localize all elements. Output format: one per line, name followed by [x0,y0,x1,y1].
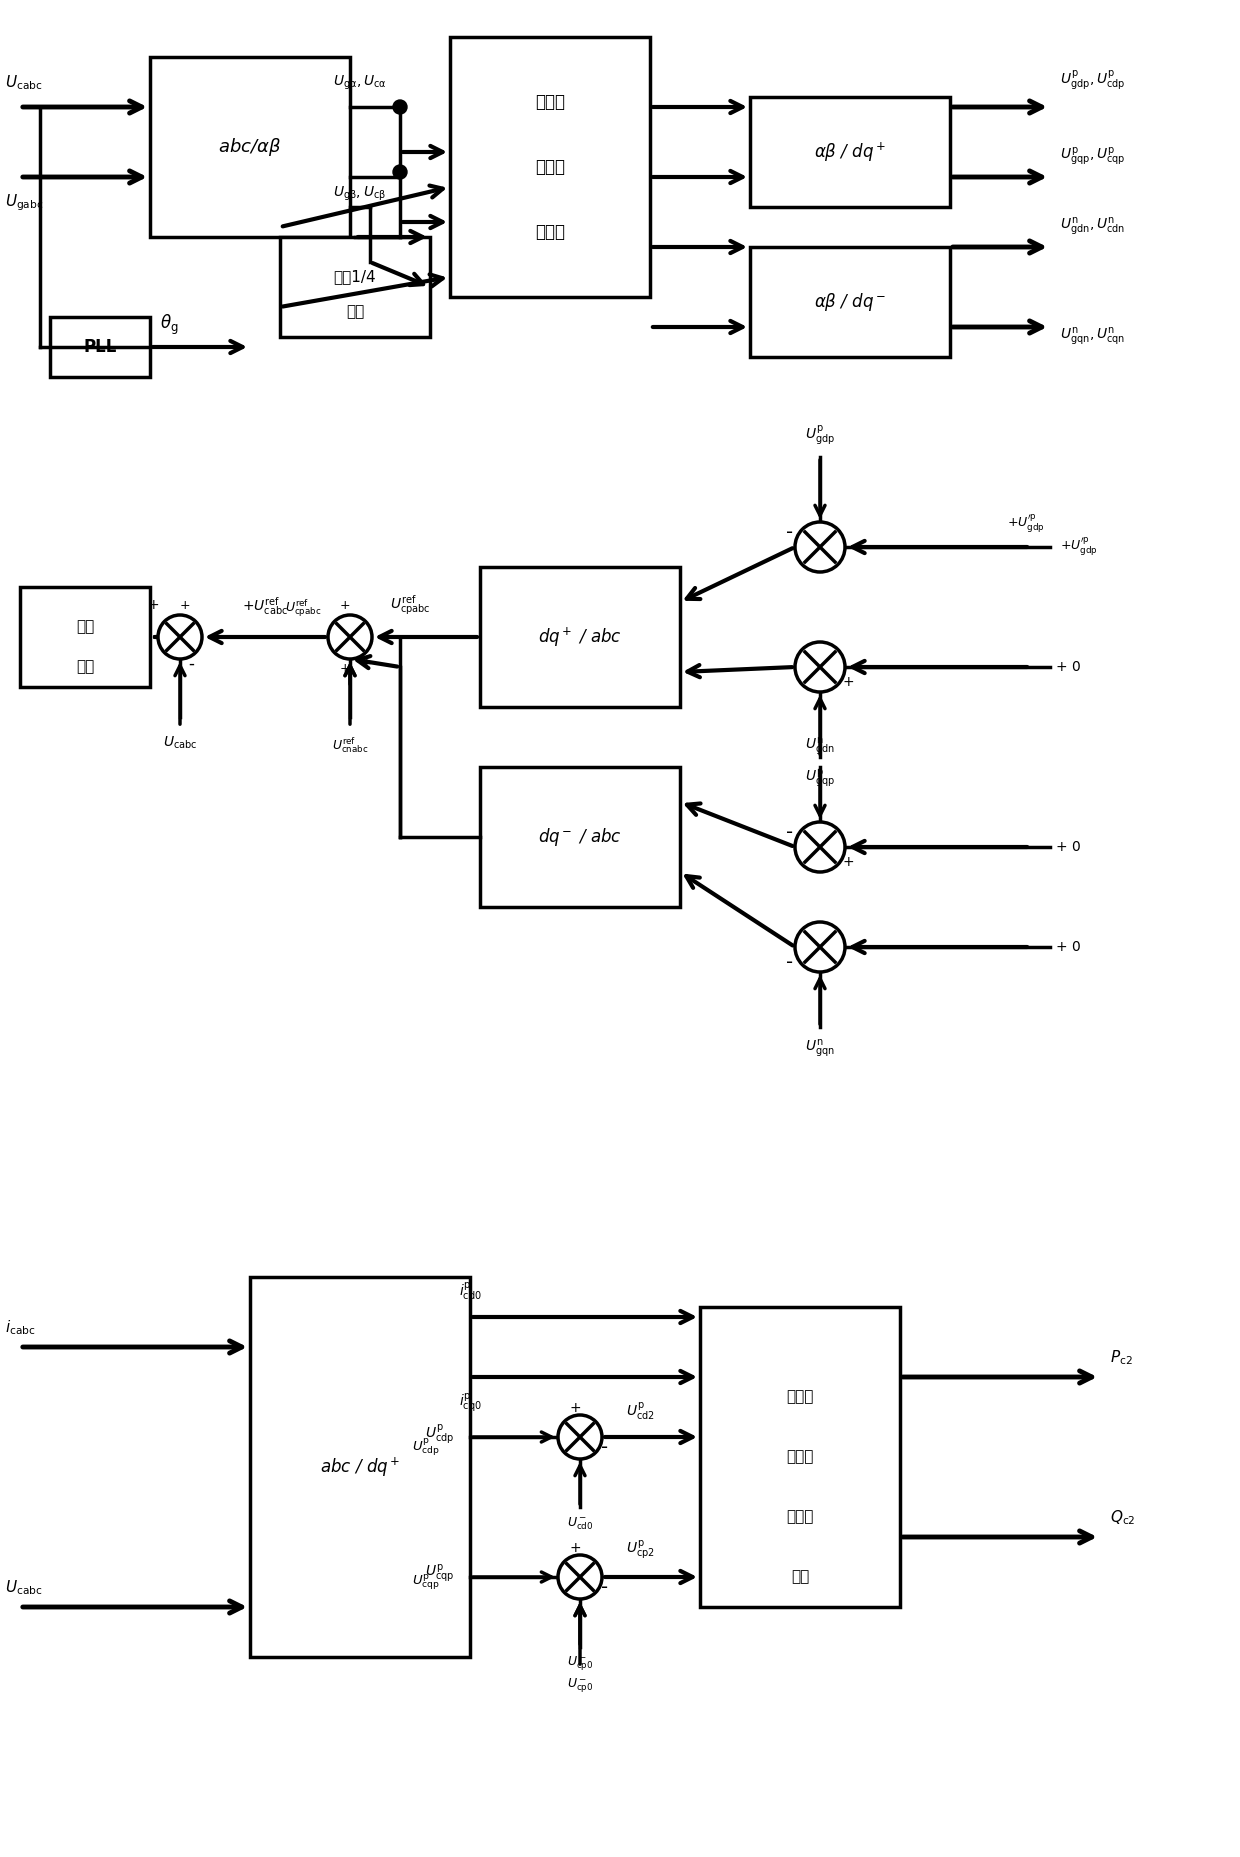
Text: $U_{\rm cd2}^{\rm p}$: $U_{\rm cd2}^{\rm p}$ [625,1400,655,1422]
FancyBboxPatch shape [750,247,950,357]
Text: $U_{\rm cp0}^-$: $U_{\rm cp0}^-$ [567,1677,593,1695]
FancyBboxPatch shape [701,1307,900,1606]
Text: $U_{\rm cabc}$: $U_{\rm cabc}$ [162,735,197,752]
Text: $U_{\rm cpabc}^{\rm ref}$: $U_{\rm cpabc}^{\rm ref}$ [285,598,322,618]
Circle shape [393,100,407,113]
FancyBboxPatch shape [250,1278,470,1656]
Text: $U_{\rm gdn}^{\rm n}$: $U_{\rm gdn}^{\rm n}$ [805,735,835,758]
FancyBboxPatch shape [50,318,150,377]
Text: $\alpha\beta$ / dq$^+$: $\alpha\beta$ / dq$^+$ [815,141,885,163]
Circle shape [157,615,202,659]
Text: 量计算: 量计算 [786,1510,813,1525]
Text: $Q_{\rm c2}$: $Q_{\rm c2}$ [1110,1508,1136,1526]
Text: 功率二: 功率二 [786,1389,813,1404]
Text: $U_{\rm gqp}^{\rm p}, U_{\rm cqp}^{\rm p}$: $U_{\rm gqp}^{\rm p}, U_{\rm cqp}^{\rm p… [1060,145,1126,167]
Circle shape [393,165,407,178]
Text: -: - [601,1437,609,1456]
Text: abc/$\alpha\beta$: abc/$\alpha\beta$ [218,136,281,158]
Text: +: + [148,598,159,613]
Text: $U_{\rm cpabc}^{\rm ref}$: $U_{\rm cpabc}^{\rm ref}$ [389,592,430,617]
Text: $i_{\rm cabc}$: $i_{\rm cabc}$ [5,1318,36,1337]
Text: dq$^+$ / abc: dq$^+$ / abc [538,626,622,648]
Text: dq$^-$ / abc: dq$^-$ / abc [538,826,622,849]
Text: $U_{\rm cabc}$: $U_{\rm cabc}$ [5,1578,42,1597]
Text: $i_{\rm cq0}^{\rm p}$: $i_{\rm cq0}^{\rm p}$ [459,1393,481,1415]
Text: $\theta_{\rm g}$: $\theta_{\rm g}$ [160,312,179,336]
Text: 延迟1/4: 延迟1/4 [334,269,376,284]
Text: $P_{\rm c2}$: $P_{\rm c2}$ [1110,1348,1132,1367]
Text: +: + [569,1400,580,1415]
Text: 比较: 比较 [76,659,94,674]
Text: 分量分: 分量分 [534,158,565,176]
Text: 正负序: 正负序 [534,93,565,111]
Circle shape [558,1415,601,1460]
Text: $U_{\rm cp2}^{\rm p}$: $U_{\rm cp2}^{\rm p}$ [625,1539,655,1562]
Text: $+U_{\rm gdp}^{\prime\rm p}$: $+U_{\rm gdp}^{\prime\rm p}$ [1060,537,1097,559]
Circle shape [795,921,844,971]
Text: +: + [340,661,351,674]
Text: $U_{\rm cdp}^{\rm p}$: $U_{\rm cdp}^{\rm p}$ [425,1422,455,1447]
Text: 离模块: 离模块 [534,223,565,241]
FancyBboxPatch shape [280,238,430,336]
Text: +: + [360,657,372,670]
Text: 滞环: 滞环 [76,620,94,635]
Text: $U_{\rm g\beta}, U_{\rm c\beta}$: $U_{\rm g\beta}, U_{\rm c\beta}$ [334,186,387,202]
Circle shape [558,1554,601,1599]
Text: 模块: 模块 [791,1569,810,1584]
Text: +: + [569,1541,580,1554]
Text: $U_{\rm cd0}^-$: $U_{\rm cd0}^-$ [567,1515,593,1532]
FancyBboxPatch shape [450,37,650,297]
Text: +: + [842,854,854,869]
Text: $U_{\rm gdp}^{\rm p}$: $U_{\rm gdp}^{\rm p}$ [805,423,835,448]
Text: -: - [188,656,193,672]
Text: abc / dq$^+$: abc / dq$^+$ [320,1456,401,1478]
Text: $U_{\rm gqp}^{\rm p}$: $U_{\rm gqp}^{\rm p}$ [805,767,835,789]
FancyBboxPatch shape [480,767,680,906]
Text: $\alpha\beta$ / dq$^-$: $\alpha\beta$ / dq$^-$ [815,292,885,314]
Text: $U_{\rm cnabc}^{\rm ref}$: $U_{\rm cnabc}^{\rm ref}$ [331,735,368,754]
Text: PLL: PLL [83,338,117,357]
Text: +: + [180,600,190,613]
Circle shape [795,522,844,572]
Text: $+$ 0: $+$ 0 [1055,940,1081,954]
Text: $+U_{\rm cabc}^{\rm ref}$: $+U_{\rm cabc}^{\rm ref}$ [242,594,288,617]
Text: $U_{\rm gdn}^{\rm n}, U_{\rm cdn}^{\rm n}$: $U_{\rm gdn}^{\rm n}, U_{\rm cdn}^{\rm n… [1060,215,1125,238]
Text: $U_{\rm gabc}$: $U_{\rm gabc}$ [5,191,43,212]
Text: 倍频分: 倍频分 [786,1450,813,1465]
Text: +: + [340,600,351,613]
Text: -: - [786,823,794,841]
Text: $U_{\rm gdp}^{\rm p}, U_{\rm cdp}^{\rm p}$: $U_{\rm gdp}^{\rm p}, U_{\rm cdp}^{\rm p… [1060,69,1126,93]
FancyBboxPatch shape [20,587,150,687]
FancyBboxPatch shape [750,97,950,206]
Text: -: - [786,953,794,971]
Text: -: - [786,522,794,542]
Text: $U_{\rm cdp}^{\rm p}$: $U_{\rm cdp}^{\rm p}$ [412,1435,440,1458]
Text: $i_{\rm cd0}^{\rm p}$: $i_{\rm cd0}^{\rm p}$ [459,1279,481,1302]
Text: $+$ 0: $+$ 0 [1055,839,1081,854]
Text: -: - [601,1577,609,1597]
Text: +: + [362,635,373,648]
Text: $U_{\rm gqn}^{\rm n}, U_{\rm cqn}^{\rm n}$: $U_{\rm gqn}^{\rm n}, U_{\rm cqn}^{\rm n… [1060,325,1125,347]
FancyBboxPatch shape [480,566,680,708]
Text: $U_{\rm cp0}^-$: $U_{\rm cp0}^-$ [567,1655,593,1673]
Text: 周期: 周期 [346,305,365,319]
Text: $+U_{\rm gdp}^{\prime\rm p}$: $+U_{\rm gdp}^{\prime\rm p}$ [1007,513,1045,535]
Text: $U_{\rm cabc}$: $U_{\rm cabc}$ [5,72,42,93]
Text: $U_{\rm g\alpha}, U_{\rm c\alpha}$: $U_{\rm g\alpha}, U_{\rm c\alpha}$ [334,74,387,93]
Text: $U_{\rm gqn}^{\rm n}$: $U_{\rm gqn}^{\rm n}$ [805,1036,835,1058]
FancyBboxPatch shape [150,58,350,238]
Text: +: + [842,674,854,689]
Circle shape [795,823,844,873]
Circle shape [795,643,844,693]
Text: $U_{\rm cqp}^{\rm p}$: $U_{\rm cqp}^{\rm p}$ [412,1573,440,1591]
Circle shape [329,615,372,659]
Text: $U_{\rm cqp}^{\rm p}$: $U_{\rm cqp}^{\rm p}$ [425,1562,455,1584]
Text: $+$ 0: $+$ 0 [1055,659,1081,674]
